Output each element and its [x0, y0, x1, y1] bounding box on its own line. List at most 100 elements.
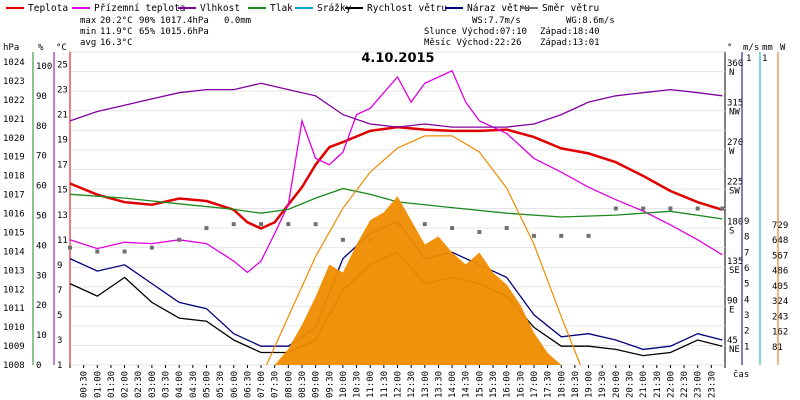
wind-direction-point: [668, 206, 673, 211]
x-tick-label: 11:00: [366, 371, 376, 398]
wind-direction-point: [122, 249, 127, 254]
hpa-tick: 1013: [3, 266, 25, 276]
hpa-tick: 1021: [3, 115, 25, 125]
axes: hPa1024102310221021102010191018101710161…: [3, 43, 788, 398]
hpa-tick: 1009: [3, 342, 25, 352]
ms-tick: 9: [744, 217, 749, 227]
celsius-tick: 5: [57, 311, 62, 321]
x-tick-label: 12:30: [407, 371, 417, 398]
celsius-tick: 7: [57, 286, 62, 296]
wind-direction-point: [231, 222, 236, 227]
hpa-tick: 1024: [3, 58, 25, 68]
mm-top: 1: [762, 54, 767, 64]
stats-avg-temp: 16.3°C: [100, 38, 133, 48]
percent-tick: 10: [36, 331, 47, 341]
x-tick-label: 03:00: [148, 371, 158, 398]
x-tick-label: 23:00: [694, 371, 704, 398]
hpa-tick: 1019: [3, 153, 25, 163]
celsius-tick: 25: [57, 61, 68, 71]
series-line: [69, 82, 723, 128]
x-tick-label: 08:00: [284, 371, 294, 398]
x-tick-label: 15:30: [489, 371, 499, 398]
ms-tick: 6: [744, 264, 749, 274]
legend-item: Tlak: [248, 3, 293, 14]
percent-tick: 0: [36, 361, 41, 371]
x-tick-label: 13:00: [421, 371, 431, 398]
moonset-info: Západ:13:01: [540, 38, 600, 48]
x-tick-label: 17:30: [544, 371, 554, 398]
direction-tick: 270: [727, 138, 743, 148]
x-tick-label: 22:00: [666, 371, 676, 398]
wind-direction-point: [204, 226, 209, 231]
x-tick-label: 17:00: [530, 371, 540, 398]
hpa-tick: 1023: [3, 77, 25, 87]
sunrise-info: Slunce Východ:07:10: [424, 27, 527, 37]
x-tick-label: 04:30: [189, 371, 199, 398]
stats-max-label: max: [80, 16, 97, 26]
x-tick-label: 10:30: [353, 371, 363, 398]
x-tick-label: 20:30: [625, 371, 635, 398]
celsius-tick: 15: [57, 186, 68, 196]
hpa-tick: 1015: [3, 228, 25, 238]
legend-label: Náraz větru: [467, 3, 530, 14]
mm-unit: mm: [762, 43, 773, 53]
celsius-tick: 1: [57, 361, 62, 371]
celsius-tick: 23: [57, 86, 68, 96]
direction-dir: S: [729, 226, 734, 236]
legend-item: Srážky: [295, 3, 352, 14]
wind-direction-point: [559, 233, 564, 238]
wm2-tick: 324: [772, 297, 788, 307]
x-tick-label: 09:00: [312, 371, 322, 398]
series-solar-max-line: [265, 135, 581, 366]
legend-item: Náraz větru: [445, 3, 530, 14]
x-tick-label: 14:30: [462, 371, 472, 398]
direction-tick: 135: [727, 257, 743, 267]
x-tick-label: 19:30: [598, 371, 608, 398]
stats-min-press: 1015.6hPa: [160, 27, 209, 37]
celsius-tick: 17: [57, 161, 68, 171]
x-tick-label: 02:30: [134, 371, 144, 398]
wind-direction-point: [177, 237, 182, 242]
x-tick-label: 05:30: [216, 371, 226, 398]
celsius-tick: 11: [57, 236, 68, 246]
x-tick-label: 18:30: [571, 371, 581, 398]
x-tick-label: 01:30: [107, 371, 117, 398]
legend-label: Teplota: [28, 3, 68, 14]
percent-tick: 50: [36, 212, 47, 222]
series-solar-area: [274, 196, 562, 365]
x-tick-label: 06:00: [230, 371, 240, 398]
direction-tick: 45: [727, 336, 738, 346]
hpa-unit: hPa: [3, 43, 19, 53]
hpa-tick: 1014: [3, 247, 25, 257]
celsius-tick: 9: [57, 261, 62, 271]
x-tick-label: 15:00: [475, 371, 485, 398]
direction-dir: W: [729, 147, 735, 157]
x-tick-label: 07:00: [257, 371, 267, 398]
wind-gust-info: WG:8.6m/s: [566, 16, 615, 26]
x-tick-label: 21:30: [653, 371, 663, 398]
percent-tick: 80: [36, 122, 47, 132]
x-tick-label: 23:30: [707, 371, 717, 398]
wind-direction-point: [695, 206, 700, 211]
wm2-tick: 405: [772, 282, 788, 292]
wind-direction-point: [477, 229, 482, 234]
wm2-tick: 567: [772, 251, 788, 261]
legend-label: Vlhkost: [200, 3, 240, 14]
wind-sun-info: WS:7.7m/s WG:8.6m/s Slunce Východ:07:10 …: [424, 16, 615, 48]
hpa-tick: 1012: [3, 285, 25, 295]
wind-direction-point: [95, 249, 100, 254]
stats-max-temp: 20.2°C: [100, 16, 133, 26]
direction-dir: SE: [729, 266, 740, 276]
x-tick-label: 08:30: [298, 371, 308, 398]
series-line: [69, 187, 723, 220]
x-tick-label: 18:00: [557, 371, 567, 398]
celsius-tick: 13: [57, 211, 68, 221]
direction-tick: 315: [727, 99, 743, 109]
hpa-tick: 1016: [3, 210, 25, 220]
direction-tick: 360: [727, 59, 743, 69]
direction-dir: NW: [729, 108, 740, 118]
direction-unit: °: [727, 43, 732, 53]
wind-direction-point: [586, 233, 591, 238]
legend-label: Rychlost větru: [367, 3, 447, 14]
wind-direction-point: [68, 245, 72, 250]
